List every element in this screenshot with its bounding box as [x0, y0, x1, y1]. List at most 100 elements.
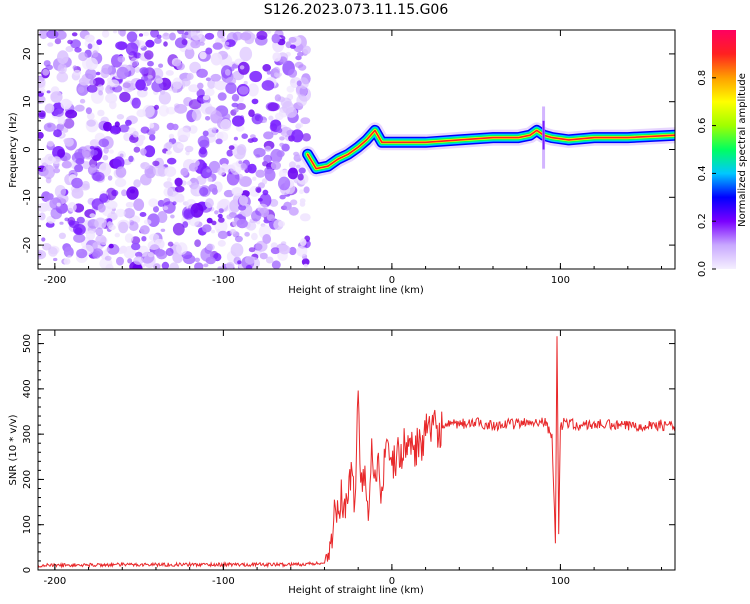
noise-blob	[136, 109, 146, 118]
noise-blob	[251, 98, 259, 105]
noise-blob	[247, 163, 257, 174]
noise-blob	[205, 116, 211, 121]
noise-blob	[149, 134, 156, 141]
noise-blob	[105, 248, 110, 252]
noise-blob	[279, 136, 285, 141]
noise-blob	[302, 45, 311, 55]
noise-blob	[108, 243, 114, 249]
noise-blob	[137, 134, 146, 142]
noise-blob	[95, 234, 107, 246]
noise-blob	[270, 161, 281, 170]
noise-blob	[199, 146, 207, 155]
noise-blob	[303, 263, 308, 268]
noise-blob	[92, 50, 99, 58]
noise-blob	[149, 122, 155, 129]
noise-blob	[206, 127, 217, 138]
noise-blob	[119, 91, 131, 103]
noise-blob	[130, 57, 139, 67]
noise-blob	[249, 70, 263, 83]
noise-blob	[280, 126, 293, 137]
noise-blob	[162, 32, 171, 40]
noise-blob	[286, 85, 295, 93]
colorbar-tick-label: 0.6	[697, 118, 708, 134]
noise-blob	[53, 257, 58, 262]
noise-blob	[85, 107, 92, 115]
noise-blob	[217, 167, 226, 176]
noise-blob	[235, 125, 245, 132]
noise-blob	[261, 80, 275, 91]
noise-blob	[238, 86, 249, 95]
noise-blob	[202, 94, 210, 101]
noise-blob	[288, 161, 296, 169]
noise-blob	[123, 132, 131, 142]
noise-blob	[269, 198, 279, 207]
noise-blob	[69, 220, 80, 229]
noise-blob	[232, 115, 245, 127]
noise-blob	[50, 91, 63, 103]
noise-blob	[125, 42, 139, 56]
noise-blob	[84, 34, 95, 43]
noise-blob	[160, 228, 166, 232]
noise-blob	[186, 180, 192, 186]
noise-blob	[62, 155, 68, 161]
snr-plot-area	[38, 336, 675, 569]
noise-blob	[58, 232, 66, 239]
noise-blob	[288, 206, 299, 216]
noise-blob	[44, 103, 55, 114]
noise-blob	[279, 194, 286, 200]
noise-blob	[239, 32, 252, 41]
noise-blob	[207, 177, 213, 182]
noise-blob	[300, 117, 311, 125]
noise-blob	[228, 145, 235, 151]
noise-blob	[53, 129, 62, 138]
noise-blob	[87, 43, 93, 50]
noise-blob	[282, 101, 294, 114]
noise-blob	[208, 184, 218, 192]
noise-blob	[163, 41, 168, 47]
noise-blob	[174, 103, 188, 114]
noise-blob	[210, 229, 216, 234]
noise-blob	[217, 230, 228, 240]
noise-blob	[224, 69, 231, 76]
noise-blob	[152, 160, 160, 167]
noise-blob	[270, 148, 283, 163]
colorbar-gradient	[712, 30, 736, 269]
noise-blob	[268, 115, 274, 121]
noise-blob	[143, 219, 152, 225]
noise-blob	[98, 90, 103, 96]
noise-blob	[295, 55, 302, 61]
noise-blob	[229, 199, 241, 213]
noise-blob	[133, 179, 141, 188]
noise-blob	[219, 157, 229, 166]
noise-blob	[74, 104, 85, 112]
noise-blob	[262, 119, 267, 123]
noise-blob	[241, 133, 248, 139]
noise-blob	[247, 83, 259, 97]
noise-blob	[181, 39, 188, 46]
noise-blob	[92, 250, 101, 259]
noise-blob	[59, 221, 64, 225]
noise-blob	[126, 186, 139, 200]
noise-blob	[276, 127, 283, 134]
y-tick-label: 0	[22, 146, 33, 152]
noise-blob	[272, 66, 281, 75]
spectrogram-image	[38, 30, 675, 269]
noise-blob	[47, 42, 54, 47]
noise-blob	[63, 138, 70, 144]
colorbar-tick-label: 0.8	[697, 70, 708, 86]
noise-blob	[72, 65, 78, 70]
noise-blob	[217, 240, 226, 247]
noise-blob	[225, 262, 235, 269]
noise-blob	[47, 193, 54, 201]
noise-blob	[184, 31, 189, 36]
noise-blob	[167, 157, 177, 165]
noise-blob	[143, 145, 156, 158]
noise-blob	[115, 208, 126, 218]
noise-blob	[62, 127, 69, 133]
noise-blob	[139, 225, 150, 235]
noise-blob	[258, 207, 270, 218]
noise-blob	[79, 98, 86, 104]
noise-blob	[89, 213, 96, 218]
